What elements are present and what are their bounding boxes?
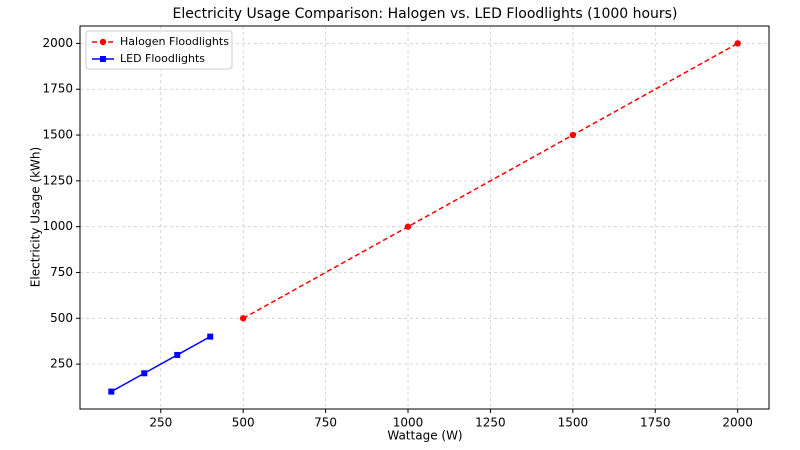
legend-box: [85, 30, 233, 70]
data-point: [108, 388, 115, 395]
y-tick-label: 2000: [42, 36, 73, 50]
data-point: [141, 370, 148, 377]
x-tick-label: 1250: [475, 416, 506, 430]
x-tick-label: 1000: [393, 416, 424, 430]
y-tick-label: 250: [50, 357, 73, 371]
legend: Halogen Floodlights LED Floodlights: [85, 30, 233, 70]
y-tick-label: 1250: [42, 173, 73, 187]
x-tick-label: 500: [232, 416, 255, 430]
x-tick-label: 1500: [558, 416, 589, 430]
data-point: [207, 333, 214, 340]
x-axis-label: Wattage (W): [387, 429, 462, 443]
y-tick-label: 750: [50, 265, 73, 279]
data-point: [569, 131, 577, 139]
data-point: [239, 315, 247, 322]
legend-marker: [99, 38, 107, 46]
chart-title: Electricity Usage Comparison: Halogen vs…: [173, 6, 678, 22]
x-tick-label: 250: [149, 416, 172, 430]
y-axis-label: Electricity Usage (kWh): [29, 147, 43, 287]
data-point: [734, 40, 741, 47]
legend-marker: [100, 56, 106, 62]
y-tick-label: 1750: [42, 82, 73, 96]
series-line: [242, 42, 739, 319]
legend-label: Halogen Floodlights: [120, 35, 229, 48]
legend-label: LED Floodlights: [120, 52, 205, 65]
data-point: [174, 351, 181, 358]
x-tick-label: 750: [314, 416, 337, 430]
y-tick-label: 1500: [42, 128, 73, 142]
x-tick-label: 1750: [640, 416, 671, 430]
y-tick-label: 1000: [42, 219, 73, 233]
y-tick-label: 500: [50, 311, 73, 325]
plot-frame: [79, 25, 770, 410]
series-line: [110, 335, 211, 393]
x-tick-label: 2000: [722, 416, 753, 430]
data-point: [404, 223, 412, 230]
